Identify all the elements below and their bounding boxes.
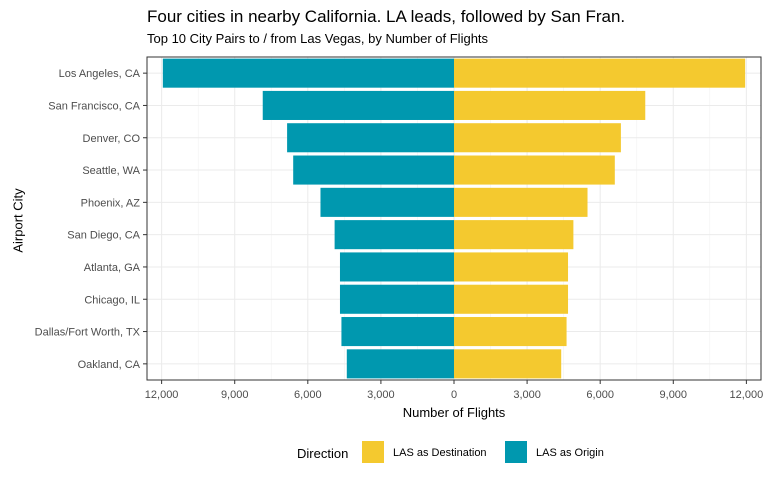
x-tick-label: 9,000 <box>660 389 688 401</box>
y-tick-label: Los Angeles, CA <box>59 68 141 80</box>
legend-key-origin <box>505 441 527 463</box>
y-tick-label: Dallas/Fort Worth, TX <box>35 327 141 339</box>
bar-origin <box>339 284 454 314</box>
bar-destination <box>454 123 621 153</box>
bar-origin <box>341 317 454 347</box>
y-tick-label: Phoenix, AZ <box>81 197 141 209</box>
legend-label-origin: LAS as Origin <box>536 447 604 459</box>
legend-label-destination: LAS as Destination <box>393 447 487 459</box>
bar-origin <box>334 220 454 250</box>
x-tick-label: 6,000 <box>294 389 322 401</box>
y-tick-label: Seattle, WA <box>82 165 140 177</box>
chart-title: Four cities in nearby California. LA lea… <box>147 7 626 26</box>
bar-origin <box>320 187 454 217</box>
bar-origin <box>287 123 454 153</box>
chart-area: 12,000 9,000 6,000 3,000 0 3,000 6,000 9,000 12,… <box>35 56 764 420</box>
legend: Direction LAS as Destination LAS as Orig… <box>0 441 768 467</box>
bar-destination <box>454 58 746 88</box>
bar-origin <box>293 155 454 185</box>
x-tick-label: 12,000 <box>145 389 179 401</box>
y-tick-label: San Diego, CA <box>67 230 140 242</box>
y-tick-label: Denver, CO <box>83 133 141 145</box>
x-tick-label: 9,000 <box>221 389 249 401</box>
x-tick-label: 0 <box>451 389 457 401</box>
legend-key-destination <box>362 441 384 463</box>
y-tick-label: Chicago, IL <box>84 294 140 306</box>
bar-destination <box>454 187 588 217</box>
x-tick-label: 6,000 <box>586 389 614 401</box>
bar-destination <box>454 155 615 185</box>
bar-origin <box>339 252 454 282</box>
bar-origin <box>162 58 455 88</box>
chart-subtitle: Top 10 City Pairs to / from Las Vegas, b… <box>147 31 489 46</box>
bar-destination <box>454 90 646 120</box>
x-tick-label: 3,000 <box>513 389 541 401</box>
bar-origin <box>346 349 454 379</box>
bar-origin <box>262 90 454 120</box>
bar-destination <box>454 252 569 282</box>
bar-destination <box>454 220 574 250</box>
x-axis-title: Number of Flights <box>403 405 506 420</box>
y-tick-label: Oakland, CA <box>78 359 141 371</box>
bar-destination <box>454 284 569 314</box>
x-tick-label: 12,000 <box>730 389 764 401</box>
y-tick-label: Atlanta, GA <box>84 262 141 274</box>
x-tick-label: 3,000 <box>367 389 395 401</box>
bar-destination <box>454 349 562 379</box>
y-tick-label: San Francisco, CA <box>48 100 140 112</box>
bar-destination <box>454 317 567 347</box>
legend-title: Direction <box>297 446 349 461</box>
